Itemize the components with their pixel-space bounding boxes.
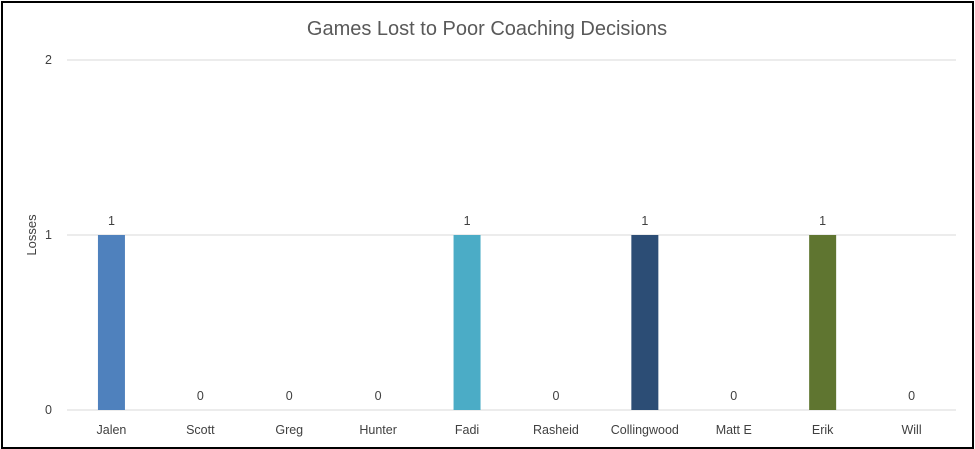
data-label: 0: [552, 389, 559, 403]
data-label: 0: [730, 389, 737, 403]
data-labels: 1 0 0 0 1 0 1 0 1 0: [108, 214, 915, 403]
data-label: 1: [108, 214, 115, 228]
data-label: 1: [819, 214, 826, 228]
data-label: 0: [375, 389, 382, 403]
x-tick-label: Greg: [275, 423, 303, 437]
y-axis-ticks: 0 1 2: [45, 53, 52, 417]
x-tick-label: Matt E: [716, 423, 752, 437]
bar: [809, 235, 837, 410]
data-label: 1: [464, 214, 471, 228]
x-tick-label: Will: [901, 423, 921, 437]
bar: [631, 235, 659, 410]
data-label: 1: [641, 214, 648, 228]
y-tick-label: 0: [45, 403, 52, 417]
gridlines: [67, 59, 956, 411]
bar: [97, 235, 125, 410]
bar: [453, 235, 481, 410]
x-tick-label: Hunter: [359, 423, 397, 437]
x-tick-label: Jalen: [97, 423, 127, 437]
x-tick-label: Collingwood: [611, 423, 679, 437]
y-tick-label: 2: [45, 53, 52, 67]
x-tick-label: Rasheid: [533, 423, 579, 437]
x-tick-label: Fadi: [455, 423, 479, 437]
x-tick-label: Erik: [812, 423, 834, 437]
y-tick-label: 1: [45, 228, 52, 242]
bars: [97, 235, 837, 410]
data-label: 0: [908, 389, 915, 403]
data-label: 0: [286, 389, 293, 403]
y-axis-label: Losses: [24, 214, 39, 256]
x-tick-label: Scott: [186, 423, 215, 437]
chart-title: Games Lost to Poor Coaching Decisions: [307, 18, 667, 40]
x-axis-ticks: Jalen Scott Greg Hunter Fadi Rasheid Collingwo…: [97, 423, 922, 437]
data-label: 0: [197, 389, 204, 403]
